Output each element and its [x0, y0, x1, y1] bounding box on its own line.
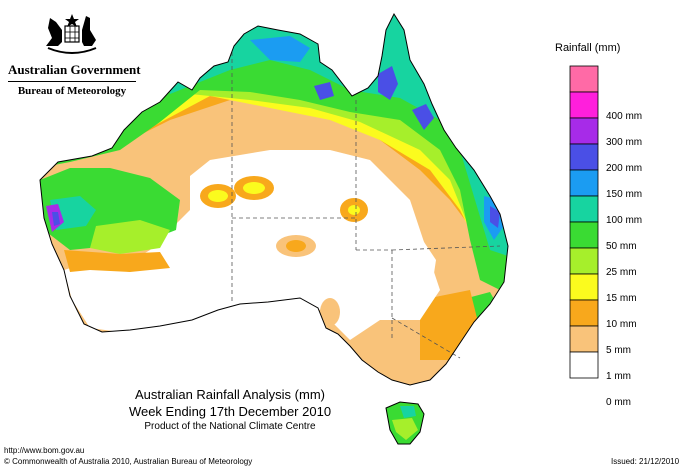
rain-cell-cyan-top [250, 36, 310, 62]
legend-label: 50 mm [606, 241, 637, 252]
copyright-notice: © Commonwealth of Australia 2010, Austra… [4, 457, 253, 466]
dry-interior [64, 150, 440, 340]
bureau-name: Bureau of Meteorology [17, 85, 127, 97]
map-subtitle: Week Ending 17th December 2010 [128, 404, 332, 419]
legend-colour-bar [569, 65, 599, 379]
coat-of-arms-wattle [47, 47, 97, 54]
rain-cell-blue-top-end [314, 82, 334, 100]
legend-label: 400 mm [606, 111, 643, 122]
state-borders [231, 52, 501, 359]
legend-label: 150 mm [606, 189, 643, 200]
coat-of-arms-star [65, 14, 79, 27]
legend-label: 10 mm [606, 319, 637, 330]
legend-title: Rainfall (mm) [555, 42, 621, 54]
legend-label: 5 mm [606, 345, 631, 356]
mainland-coastline [39, 12, 509, 386]
coat-of-arms-emblem [46, 14, 97, 54]
legend-swatch [569, 195, 599, 223]
coat-of-arms-kangaroo [46, 18, 62, 46]
rain-cell-interior-4-core [286, 240, 306, 252]
government-name: Australian Government [8, 62, 141, 82]
legend-swatch [569, 325, 599, 353]
legend-label: 100 mm [606, 215, 643, 226]
legend-label: 200 mm [606, 163, 643, 174]
rain-cell-blue-north-queensland [412, 104, 434, 130]
border-nsw-vic [391, 317, 461, 359]
legend-label: 15 mm [606, 293, 637, 304]
map-title-block: Australian Rainfall Analysis (mm) Week E… [115, 386, 345, 434]
rain-band-west-orange [64, 250, 170, 272]
legend-swatch [569, 299, 599, 327]
rain-cell-interior-3-core [348, 205, 360, 215]
map-credit: Product of the National Climate Centre [144, 421, 316, 432]
government-logo-block: Australian Government Bureau of Meteorol… [8, 10, 141, 97]
rain-cell-blue-east-coast [490, 206, 500, 228]
legend-label: 300 mm [606, 137, 643, 148]
rain-cell-blue-cape-york [378, 66, 398, 100]
map-title: Australian Rainfall Analysis (mm) [134, 387, 325, 402]
legend-label: 1 mm [606, 371, 631, 382]
legend-swatch [569, 247, 599, 275]
legend-swatch [569, 273, 599, 301]
tasmania-teal [400, 406, 416, 418]
bom-url-link[interactable]: http://www.bom.gov.au [4, 446, 85, 455]
legend-swatch [569, 91, 599, 119]
dry-interior-south [372, 236, 436, 318]
legend-label: 25 mm [606, 267, 637, 278]
rain-cell-interior-5 [320, 298, 340, 326]
rain-cell-interior-1-core [208, 190, 228, 202]
legend-swatch [569, 117, 599, 145]
coat-of-arms-emu [82, 16, 96, 46]
tasmania-lime [392, 418, 418, 440]
rain-cell-west-blue [52, 212, 60, 226]
legend-swatch [569, 65, 599, 93]
legend-swatch [569, 169, 599, 197]
legend-swatch [569, 143, 599, 171]
legend-swatch [569, 221, 599, 249]
legend-label: 0 mm [606, 397, 631, 408]
issued-date: Issued: 21/12/2010 [611, 457, 680, 466]
rain-band-west-coast-lime [90, 220, 170, 254]
legend-swatch [569, 351, 599, 379]
coat-of-arms-space [8, 10, 136, 60]
rain-cell-interior-2-core [243, 182, 265, 194]
